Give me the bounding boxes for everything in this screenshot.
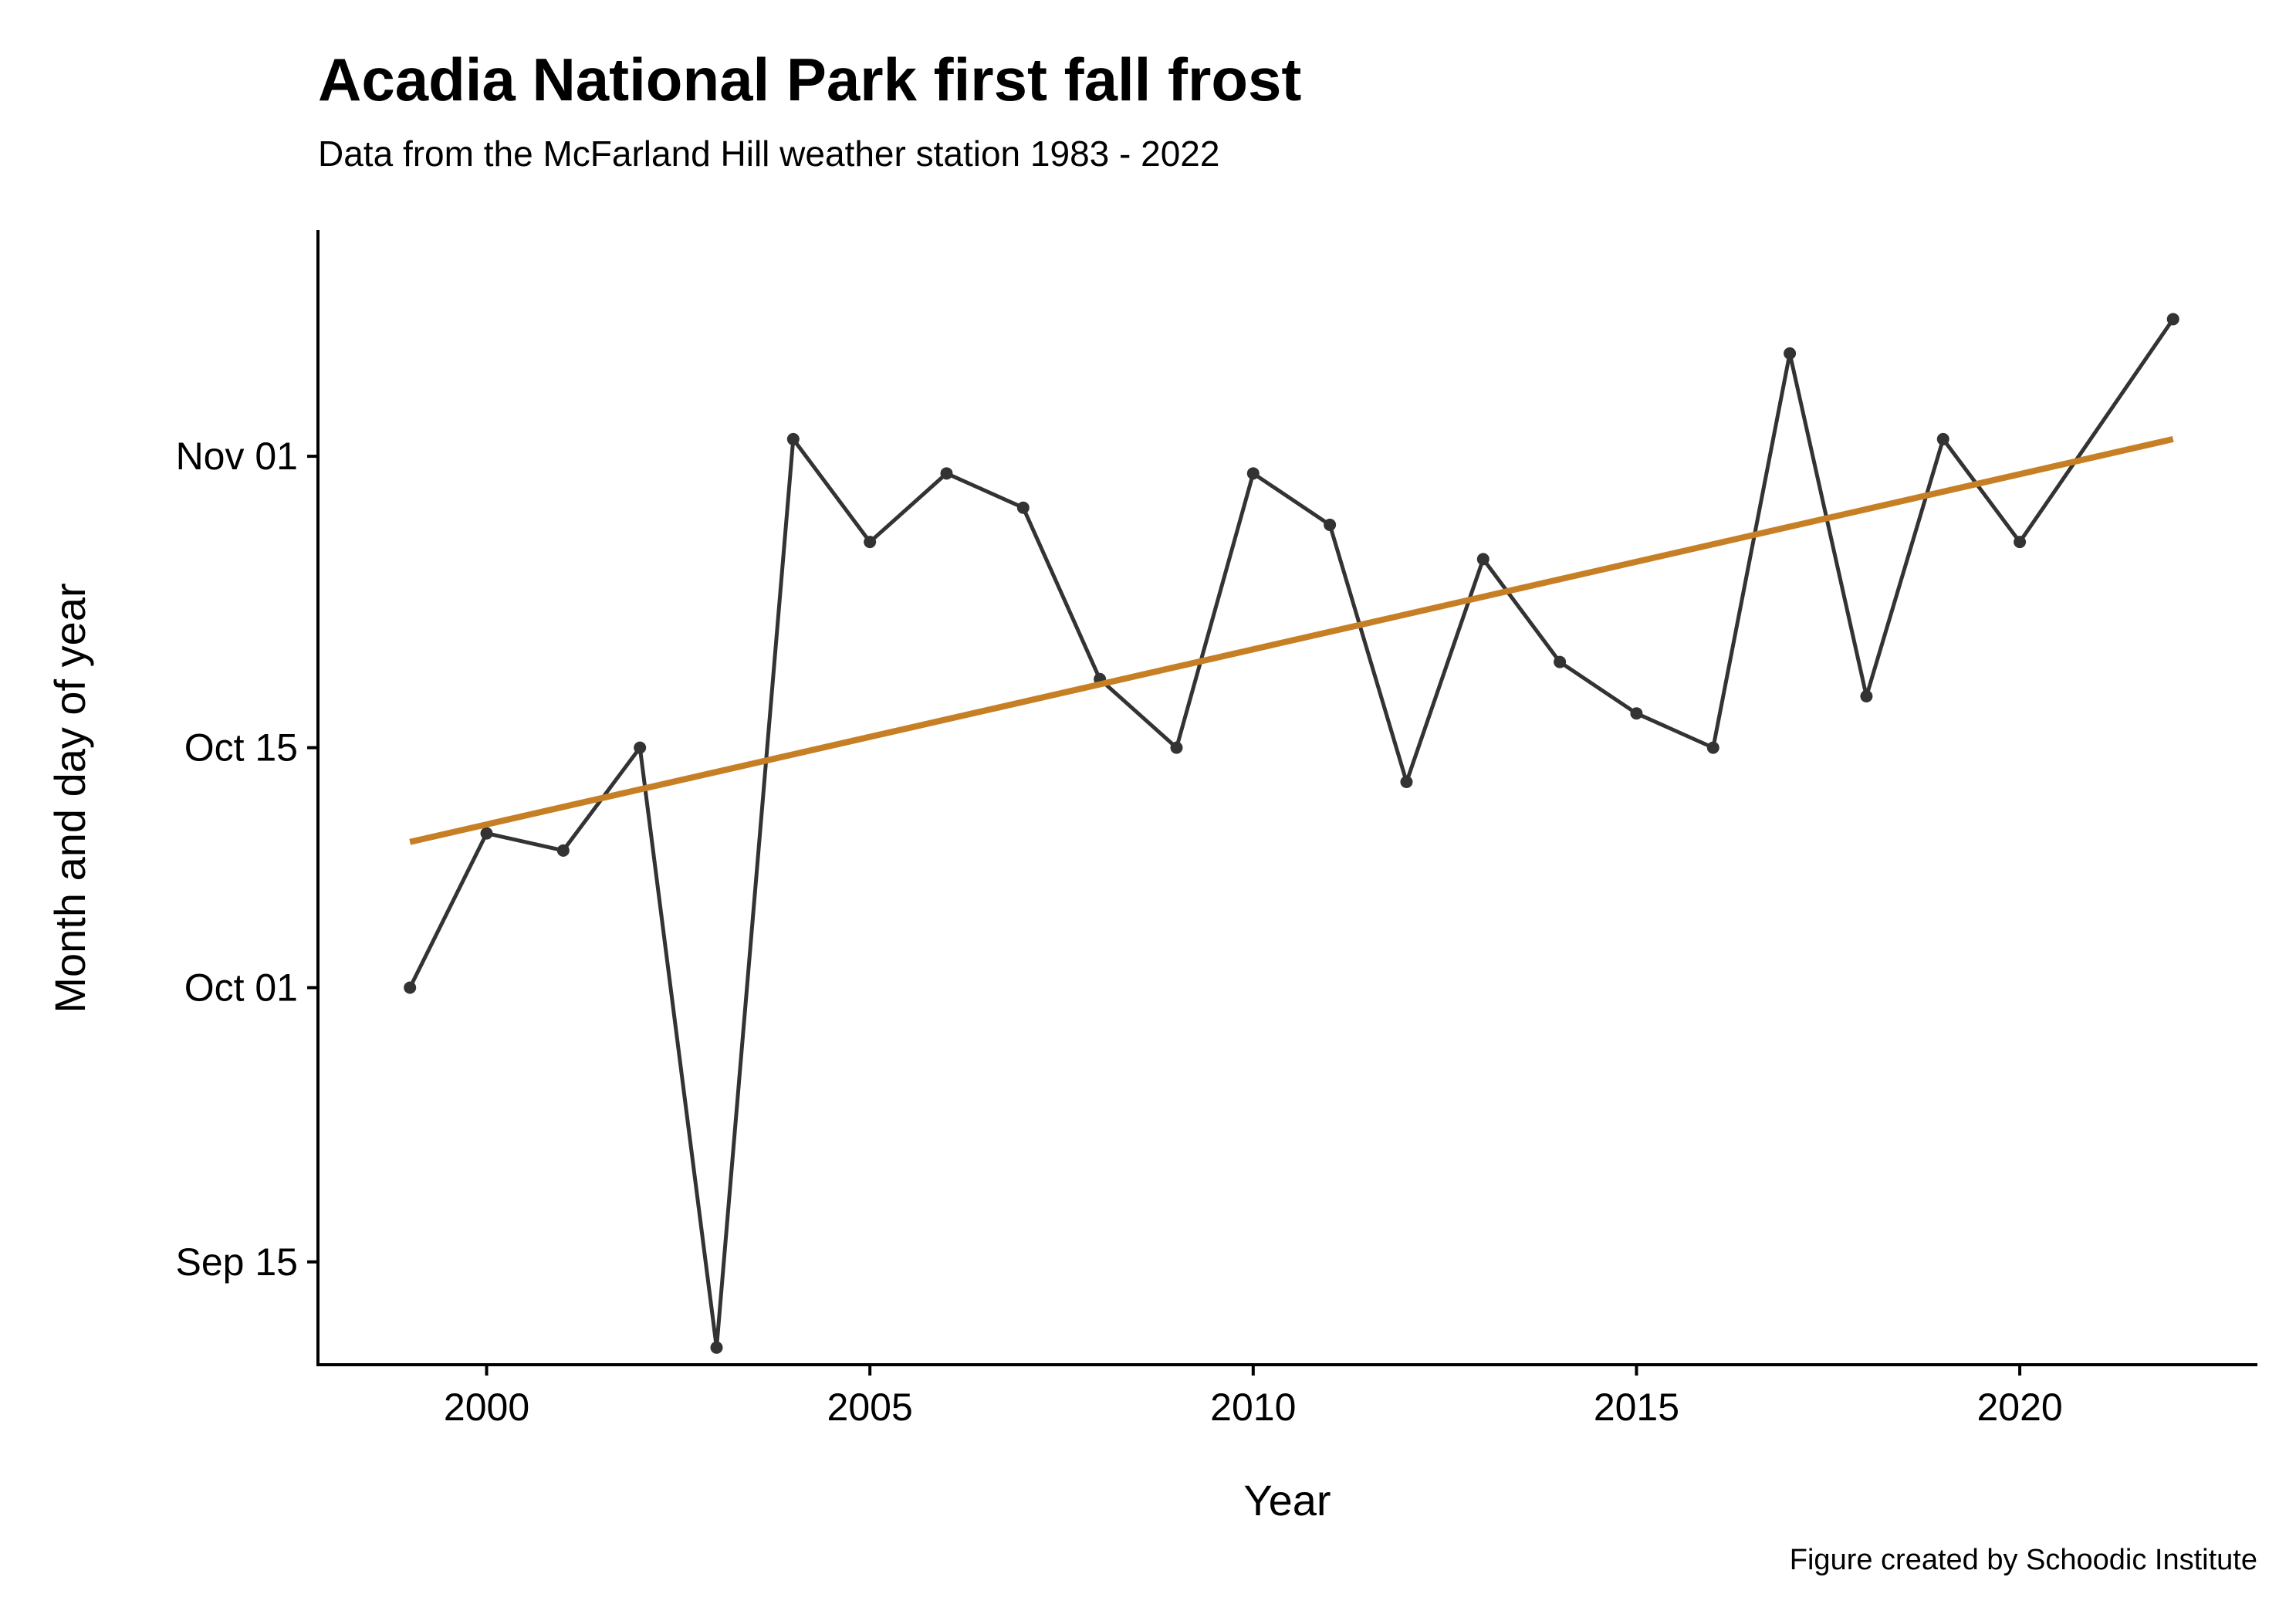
data-point bbox=[1706, 741, 1719, 754]
chart-title: Acadia National Park first fall frost bbox=[318, 46, 1301, 113]
data-point bbox=[1400, 776, 1413, 789]
trend-line bbox=[409, 436, 2174, 845]
y-tick-label: Nov 01 bbox=[176, 435, 298, 478]
y-ticks: Sep 15 Oct 01 Oct 15 Nov 01 bbox=[176, 435, 318, 1284]
data-point bbox=[1630, 707, 1643, 720]
data-point bbox=[634, 741, 647, 754]
x-ticks: 2000 2005 2010 2015 2020 bbox=[444, 1365, 2063, 1429]
data-point bbox=[786, 432, 800, 445]
data-point bbox=[1246, 467, 1260, 480]
x-tick-label: 2015 bbox=[1594, 1386, 1679, 1429]
data-point bbox=[1324, 518, 1337, 531]
data-point bbox=[480, 827, 493, 840]
chart-subtitle: Data from the McFarland Hill weather sta… bbox=[318, 134, 1219, 174]
data-point bbox=[556, 844, 570, 857]
data-point bbox=[1784, 347, 1797, 360]
data-point bbox=[1170, 741, 1183, 754]
data-point bbox=[1860, 689, 1873, 702]
data-point bbox=[864, 536, 877, 549]
data-point bbox=[1476, 553, 1490, 566]
data-point bbox=[2166, 313, 2179, 326]
x-tick-label: 2020 bbox=[1976, 1386, 2062, 1429]
data-point bbox=[940, 467, 953, 480]
data-point bbox=[1554, 655, 1567, 668]
data-point bbox=[1016, 501, 1030, 514]
y-tick-label: Oct 15 bbox=[184, 726, 298, 770]
chart-caption: Figure created by Schoodic Institute bbox=[1790, 1544, 2257, 1576]
x-tick-label: 2010 bbox=[1210, 1386, 1296, 1429]
series-line bbox=[407, 317, 2176, 1350]
data-point bbox=[2014, 536, 2027, 549]
data-point bbox=[1936, 432, 1949, 445]
y-axis-title: Month and day of year bbox=[46, 583, 94, 1013]
plot-area bbox=[404, 313, 2179, 1354]
x-axis-title: Year bbox=[1243, 1476, 1331, 1525]
y-axis: Sep 15 Oct 01 Oct 15 Nov 01 bbox=[176, 230, 320, 1366]
x-axis: 2000 2005 2010 2015 2020 bbox=[316, 1363, 2257, 1429]
y-tick-label: Oct 01 bbox=[184, 966, 298, 1009]
x-tick-label: 2000 bbox=[444, 1386, 529, 1429]
data-point bbox=[710, 1341, 723, 1354]
x-tick-label: 2005 bbox=[827, 1386, 913, 1429]
data-point bbox=[404, 981, 417, 994]
y-tick-label: Sep 15 bbox=[176, 1240, 298, 1284]
